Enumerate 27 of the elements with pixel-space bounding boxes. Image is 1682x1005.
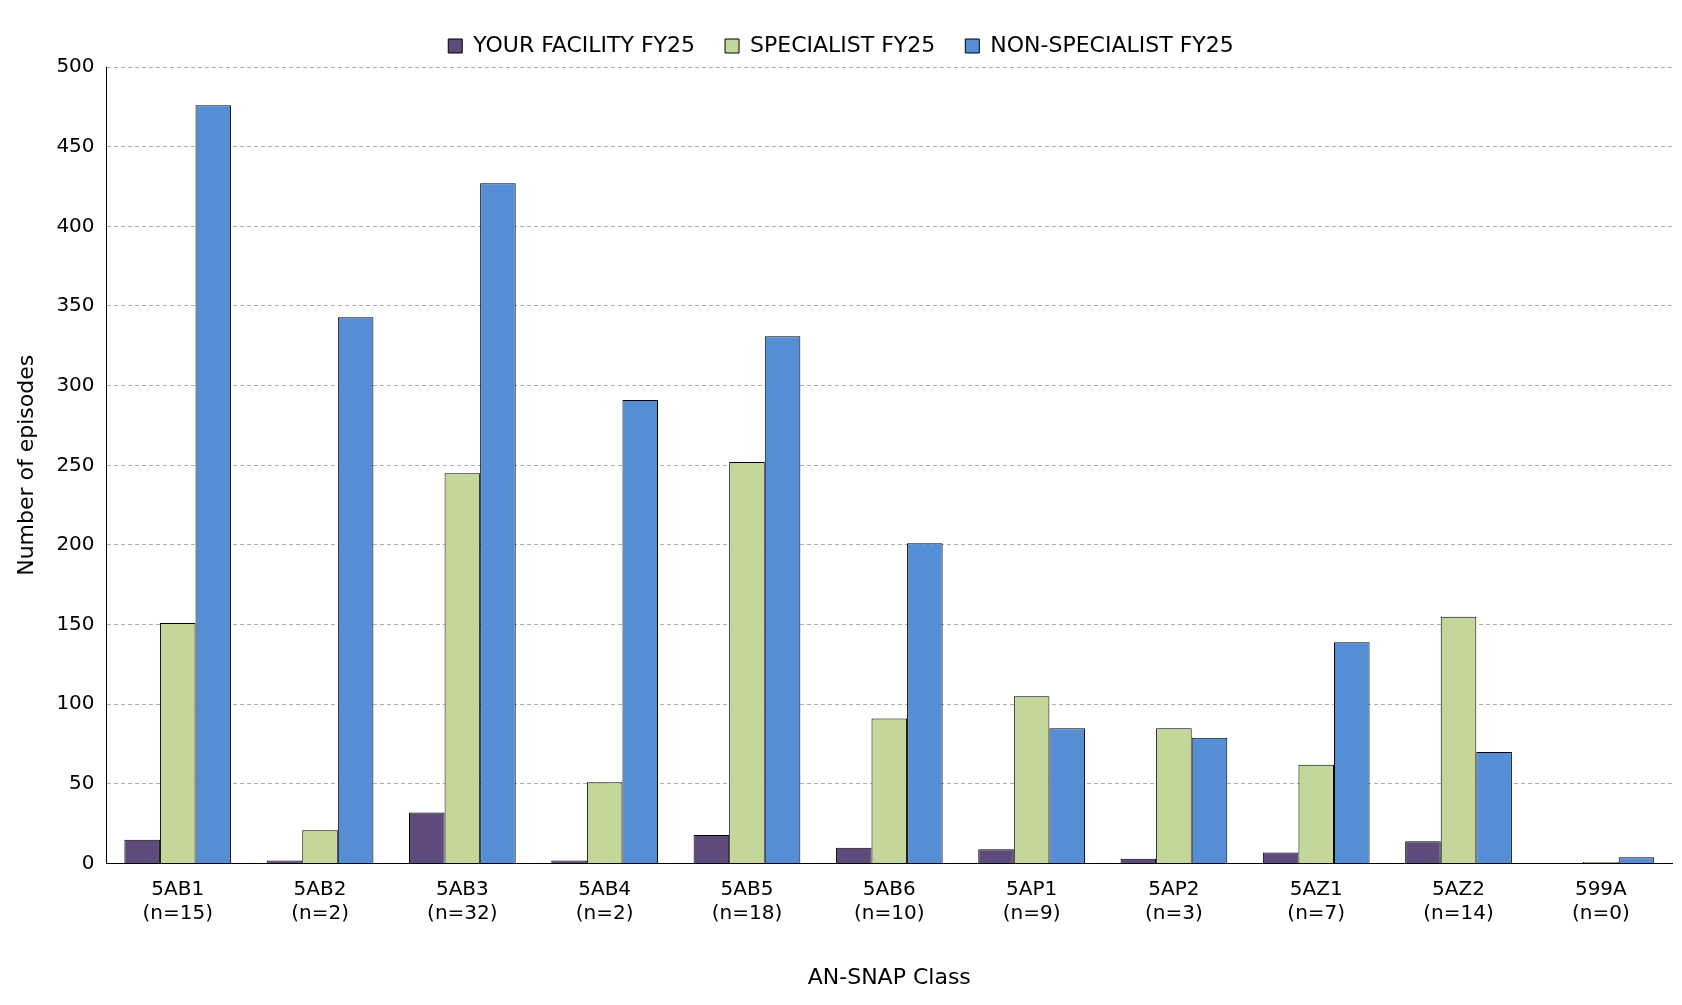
y-tick-label: 150 [56,610,95,635]
x-tick-label: 5AB4 (n=2) [575,875,634,924]
y-tick-label: 50 [69,770,95,795]
x-tick-label: 599A (n=0) [1571,875,1630,924]
y-tick-label: 250 [56,451,95,476]
x-tick-label: 5AB6 (n=10) [854,875,925,924]
y-tick-label: 400 [56,212,95,237]
x-tick-label: 5AB2 (n=2) [291,875,349,924]
x-tick-label: 5AB1 (n=15) [142,875,213,924]
x-axis-title: AN-SNAP Class [807,963,971,989]
x-tick-label: 5AZ2 (n=14) [1423,875,1494,924]
y-tick-label: 350 [56,292,95,317]
legend-label: NON-SPECIALIST FY25 [990,31,1234,57]
y-tick-label: 300 [56,371,95,396]
legend-label: YOUR FACILITY FY25 [472,31,696,57]
y-tick-label: 200 [56,531,95,556]
x-tick-label: 5AZ1 (n=7) [1287,875,1346,924]
y-axis-title: Number of episodes [12,354,38,576]
legend-label: SPECIALIST FY25 [750,31,936,57]
x-tick-label: 5AB3 (n=32) [427,875,498,924]
y-tick-label: 0 [81,849,95,874]
x-tick-label: 5AP1 (n=9) [1002,875,1061,924]
x-tick-label: 5AB5 (n=18) [711,875,783,924]
y-tick-label: 450 [56,132,95,157]
y-tick-label: 500 [56,53,95,78]
y-tick-label: 100 [56,690,95,715]
x-tick-label: 5AP2 (n=3) [1145,875,1203,924]
